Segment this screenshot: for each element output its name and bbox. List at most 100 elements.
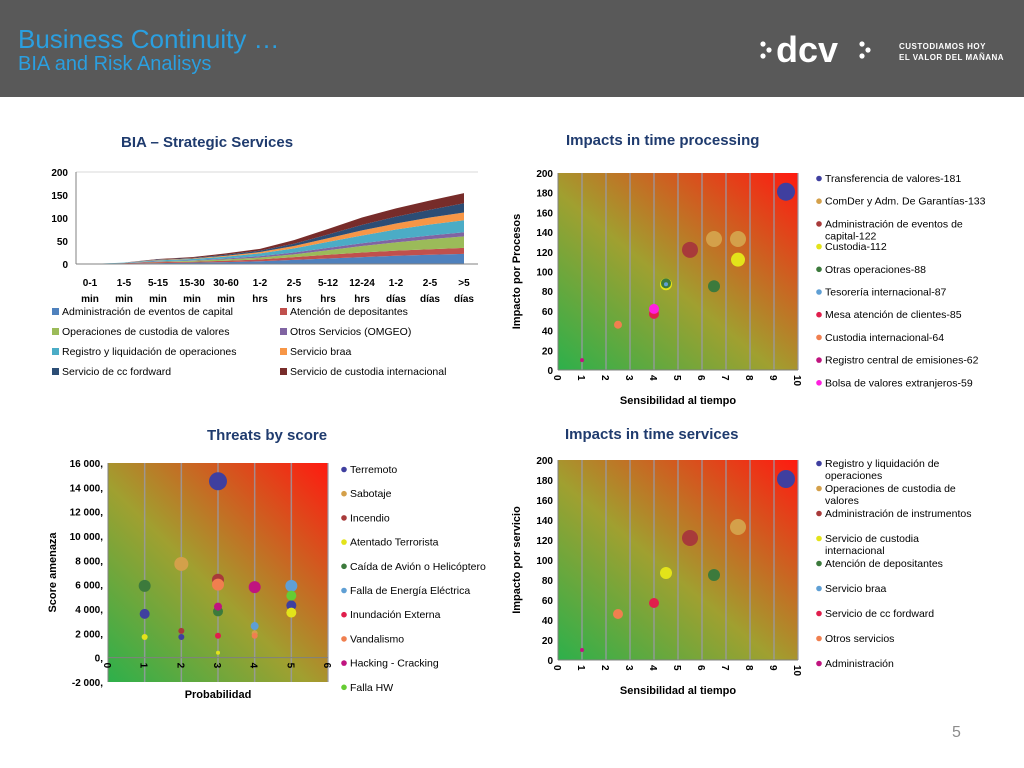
services-point-3 bbox=[660, 567, 672, 579]
threats-y-tick-label: 6 000, bbox=[75, 581, 103, 592]
services-x-tick-label: 10 bbox=[791, 665, 802, 677]
services-point-6 bbox=[649, 598, 659, 608]
processing-point-5 bbox=[664, 282, 668, 287]
processing-scatter-chart: 0 20 40 60 80 100 120 140 160 180 200 0 1 2 3 4 5 6 7 8 9 10 S… bbox=[511, 169, 986, 407]
bia-x-tick-label: hrs bbox=[286, 294, 302, 305]
threats-point-0 bbox=[209, 472, 227, 491]
bia-legend-label: Registro y liquidación de operaciones bbox=[62, 346, 237, 358]
processing-point-0 bbox=[777, 182, 795, 201]
bia-x-tick-label: 5-15 bbox=[148, 278, 168, 289]
processing-x-tick-label: 10 bbox=[791, 375, 802, 387]
threats-point-0 bbox=[286, 600, 297, 611]
threats-point-1 bbox=[174, 556, 189, 571]
services-y-tick-label: 160 bbox=[536, 496, 553, 507]
processing-y-tick-label: 180 bbox=[536, 189, 553, 200]
threats-legend-label: Caída de Avión o Helicóptero bbox=[350, 561, 486, 573]
processing-legend-marker bbox=[816, 198, 822, 204]
threats-legend-marker bbox=[341, 611, 347, 618]
processing-y-tick-label: 120 bbox=[536, 248, 553, 259]
processing-legend-marker bbox=[816, 221, 822, 227]
bia-legend-swatch bbox=[280, 328, 287, 335]
bia-x-tick-label: 1-2 bbox=[253, 278, 268, 289]
services-legend-marker bbox=[816, 585, 822, 592]
services-legend-label: Otros servicios bbox=[825, 633, 894, 645]
processing-point-3 bbox=[731, 252, 745, 267]
threats-y-tick-label: 0, bbox=[95, 654, 104, 665]
processing-y-tick-label: 80 bbox=[542, 287, 554, 298]
processing-y-tick-label: 160 bbox=[536, 208, 553, 219]
bia-legend-label: Operaciones de custodia de valores bbox=[62, 326, 230, 338]
services-x-tick-label: 8 bbox=[743, 665, 754, 671]
threats-y-tick-label: -2 000, bbox=[72, 678, 103, 689]
threats-y-tick-label: 14 000, bbox=[70, 483, 104, 494]
bia-area-2 bbox=[90, 236, 464, 264]
bia-x-tick-label: 2-5 bbox=[423, 278, 438, 289]
services-x-tick-label: 6 bbox=[695, 665, 706, 671]
threats-point-5 bbox=[250, 622, 259, 631]
bia-y-tick-label: 0 bbox=[62, 260, 68, 271]
dcv-logo: dcv bbox=[760, 30, 871, 70]
threats-x-tick-label: 4 bbox=[248, 663, 259, 669]
services-point-7 bbox=[613, 609, 623, 619]
threats-point-7 bbox=[251, 632, 258, 639]
bia-legend-label: Atención de depositantes bbox=[290, 306, 408, 318]
processing-legend-label: Tesorería internacional-87 bbox=[825, 287, 947, 299]
bia-x-tick-label: min bbox=[183, 294, 201, 305]
services-legend-marker bbox=[816, 460, 822, 467]
threats-legend-marker bbox=[341, 684, 347, 691]
threats-point-8 bbox=[214, 602, 222, 611]
processing-x-tick-label: 6 bbox=[695, 375, 706, 381]
threats-legend-marker bbox=[341, 660, 347, 666]
threats-legend-marker bbox=[341, 587, 347, 594]
bia-area-0 bbox=[90, 253, 464, 264]
services-point-1 bbox=[730, 519, 746, 535]
services-legend-label: Servicio de custodia internacional bbox=[825, 533, 919, 557]
processing-x-tick-label: 0 bbox=[551, 375, 562, 381]
tagline-1: CUSTODIAMOS HOY bbox=[899, 42, 986, 51]
bia-x-tick-label: 5-12 bbox=[318, 278, 338, 289]
processing-y-tick-label: 200 bbox=[536, 169, 553, 180]
services-y-tick-label: 80 bbox=[542, 576, 554, 587]
bia-legend-swatch bbox=[52, 308, 59, 315]
threats-point-5 bbox=[285, 579, 298, 592]
threats-y-tick-label: 4 000, bbox=[75, 605, 103, 616]
processing-y-tick-label: 0 bbox=[547, 366, 553, 377]
processing-legend-marker bbox=[816, 266, 822, 273]
bia-x-tick-label: 0-1 bbox=[83, 278, 98, 289]
services-legend-marker bbox=[816, 535, 822, 542]
threats-point-7 bbox=[212, 578, 224, 591]
services-point-4 bbox=[708, 569, 720, 581]
processing-chart-title: Impacts in time processing bbox=[566, 132, 760, 149]
processing-y-axis-label: Impacto por Procesos bbox=[511, 214, 523, 330]
services-x-tick-label: 7 bbox=[719, 665, 730, 671]
services-y-tick-label: 120 bbox=[536, 536, 553, 547]
processing-point-1 bbox=[730, 230, 746, 247]
services-y-tick-label: 20 bbox=[542, 636, 554, 647]
services-y-tick-label: 40 bbox=[542, 616, 554, 627]
threats-y-tick-label: 16 000, bbox=[70, 459, 104, 470]
threats-x-tick-label: 1 bbox=[138, 663, 149, 669]
threats-legend-label: Hacking - Cracking bbox=[350, 658, 439, 670]
processing-legend-label: Custodia internacional-64 bbox=[825, 332, 944, 344]
threats-legend-marker bbox=[341, 539, 347, 545]
processing-x-tick-label: 7 bbox=[719, 375, 730, 381]
threats-point-0 bbox=[178, 633, 185, 640]
threats-legend-marker bbox=[341, 466, 347, 473]
bia-legend-label: Otros Servicios (OMGEO) bbox=[290, 326, 411, 338]
processing-y-tick-label: 100 bbox=[536, 268, 553, 279]
threats-legend-label: Sabotaje bbox=[350, 488, 392, 500]
services-legend-marker bbox=[816, 660, 822, 667]
bia-x-tick-label: 12-24 bbox=[349, 278, 375, 289]
processing-legend-marker bbox=[816, 334, 822, 341]
services-y-tick-label: 140 bbox=[536, 516, 553, 527]
processing-point-2 bbox=[682, 241, 698, 258]
services-legend-label: Servicio de cc fordward bbox=[825, 608, 934, 620]
processing-point-1 bbox=[706, 230, 722, 247]
bia-x-tick-label: hrs bbox=[320, 294, 336, 305]
processing-y-tick-label: 140 bbox=[536, 228, 553, 239]
services-x-tick-label: 5 bbox=[671, 665, 682, 671]
processing-x-tick-label: 1 bbox=[575, 375, 586, 381]
processing-legend-marker bbox=[816, 175, 822, 182]
processing-legend-marker bbox=[816, 243, 822, 250]
processing-x-tick-label: 4 bbox=[647, 375, 658, 381]
